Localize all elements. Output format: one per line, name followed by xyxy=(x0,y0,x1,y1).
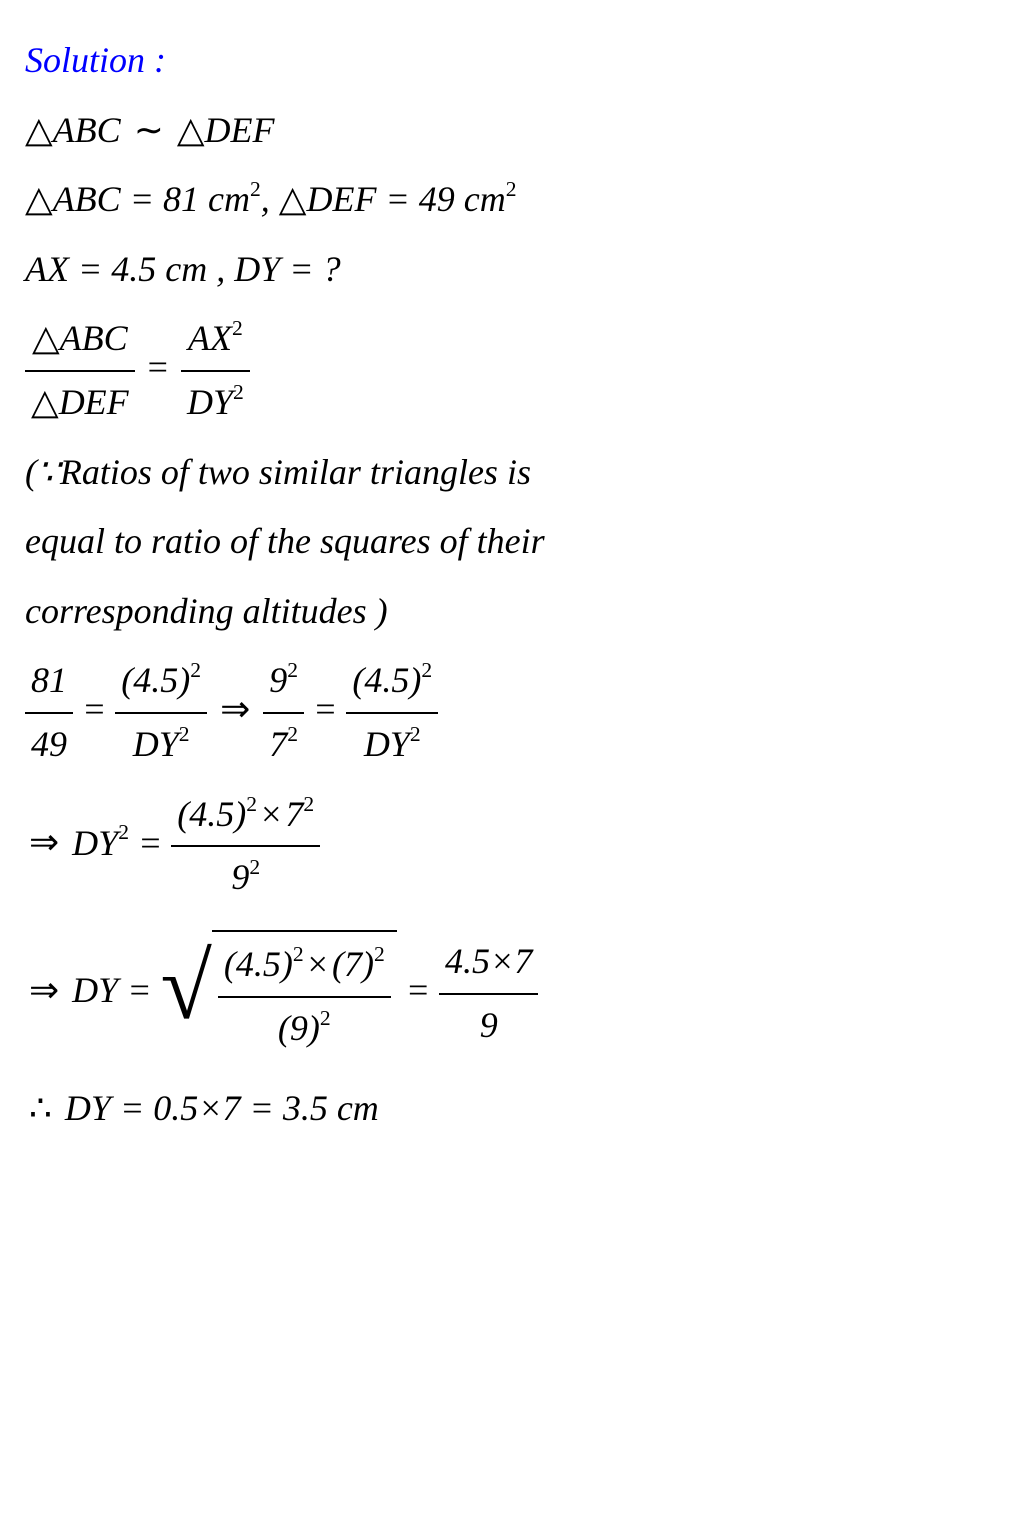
fraction-45sq-dysq-2: (4.5)2 DY2 xyxy=(346,652,438,773)
fraction-81-49: 81 49 xyxy=(25,652,73,773)
equals-49: = 49 xyxy=(376,179,463,219)
label-ax: AX xyxy=(25,249,69,289)
unit-cm: cm xyxy=(208,179,250,219)
superscript-2: 2 xyxy=(287,722,298,746)
equals-symbol: = xyxy=(144,347,172,387)
label-dy: DY xyxy=(72,822,118,862)
comma: , xyxy=(261,179,279,219)
label-ax: AX xyxy=(188,318,232,358)
base: 9 xyxy=(269,660,287,700)
unit-cm: cm xyxy=(464,179,506,219)
label-def: DEF xyxy=(306,179,376,219)
equals-result: = 0.5×7 = 3.5 xyxy=(111,1088,337,1128)
label-abc: ABC xyxy=(60,318,128,358)
similar-symbol: ∼ xyxy=(130,110,168,150)
equals-81: = 81 xyxy=(121,179,208,219)
superscript-2: 2 xyxy=(249,855,260,879)
superscript-2: 2 xyxy=(232,316,243,340)
label-def: DEF xyxy=(205,110,275,150)
triangle-symbol: △ xyxy=(25,179,53,219)
superscript-2: 2 xyxy=(421,658,432,682)
superscript-2: 2 xyxy=(179,722,190,746)
sqrt-symbol: √ xyxy=(161,913,212,1063)
base: (4.5) xyxy=(121,660,190,700)
label-abc: ABC xyxy=(53,179,121,219)
base: (4.5) xyxy=(352,660,421,700)
superscript-2: 2 xyxy=(190,658,201,682)
equals: = xyxy=(129,822,171,862)
times-symbol: × xyxy=(304,944,332,984)
equals: = xyxy=(73,689,115,729)
equals-question: = ? xyxy=(280,249,340,289)
denominator: 9 xyxy=(439,995,538,1055)
square-root: √ (4.5)2×(7)2 (9)2 xyxy=(161,919,397,1069)
superscript-2: 2 xyxy=(410,722,421,746)
label-dy: DY xyxy=(72,970,118,1010)
label-abc: ABC xyxy=(53,110,121,150)
base: DY xyxy=(133,724,179,764)
numerator: 4.5×7 xyxy=(439,933,538,995)
times-symbol: × xyxy=(257,794,285,834)
base: (7) xyxy=(332,944,374,984)
fraction-under-root: (4.5)2×(7)2 (9)2 xyxy=(218,936,391,1057)
math-line-areas: △ABC = 81 cm2, △DEF = 49 cm2 xyxy=(25,171,1009,229)
superscript-2: 2 xyxy=(287,658,298,682)
math-line-dy-sqrt: ⇒ DY = √ (4.5)2×(7)2 (9)2 = 4.5×7 9 xyxy=(25,919,1009,1069)
unit-cm: cm xyxy=(165,249,207,289)
fraction-result: 4.5×7 9 xyxy=(439,933,538,1054)
label-dy: DY xyxy=(187,382,233,422)
implies-arrow: ⇒ xyxy=(25,970,72,1010)
base: 7 xyxy=(285,794,303,834)
math-line-similarity: △ABC ∼ △DEF xyxy=(25,102,1009,160)
base: DY xyxy=(364,724,410,764)
superscript-2: 2 xyxy=(118,820,129,844)
math-line-dy-squared: ⇒ DY2 = (4.5)2×72 92 xyxy=(25,786,1009,907)
superscript-2: 2 xyxy=(303,792,314,816)
equals: = xyxy=(304,689,346,729)
unit-cm: cm xyxy=(337,1088,379,1128)
superscript-2: 2 xyxy=(233,380,244,404)
superscript-2: 2 xyxy=(293,942,304,966)
fraction-triangles: △ABC △DEF xyxy=(25,310,135,431)
implies-arrow: ⇒ xyxy=(207,689,263,729)
explanation-line-2: equal to ratio of the squares of their xyxy=(25,513,1009,571)
superscript-2: 2 xyxy=(250,177,261,201)
math-line-substitution: 81 49 = (4.5)2 DY2 ⇒ 92 72 = (4.5)2 DY2 xyxy=(25,652,1009,773)
base: (4.5) xyxy=(177,794,246,834)
denominator-49: 49 xyxy=(25,714,73,774)
fraction-9sq-7sq: 92 72 xyxy=(263,652,304,773)
base: (9) xyxy=(278,1008,320,1048)
triangle-symbol: △ xyxy=(32,318,60,358)
therefore-symbol: ∴ xyxy=(25,1088,65,1128)
triangle-symbol: △ xyxy=(25,110,53,150)
comma: , xyxy=(207,249,234,289)
superscript-2: 2 xyxy=(506,177,517,201)
superscript-2: 2 xyxy=(374,942,385,966)
fraction-ax-dy: AX2 DY2 xyxy=(181,310,250,431)
triangle-symbol: △ xyxy=(177,110,205,150)
triangle-symbol: △ xyxy=(31,382,59,422)
triangle-symbol: △ xyxy=(279,179,307,219)
math-line-given: AX = 4.5 cm , DY = ? xyxy=(25,241,1009,299)
fraction-product: (4.5)2×72 92 xyxy=(171,786,320,907)
superscript-2: 2 xyxy=(320,1006,331,1030)
label-dy: DY xyxy=(234,249,280,289)
numerator-81: 81 xyxy=(25,652,73,714)
base: 7 xyxy=(269,724,287,764)
equals-4-5: = 4.5 xyxy=(69,249,165,289)
math-line-conclusion: ∴ DY = 0.5×7 = 3.5 cm xyxy=(25,1080,1009,1138)
fraction-45sq-dysq: (4.5)2 DY2 xyxy=(115,652,207,773)
equals: = xyxy=(118,970,160,1010)
implies-arrow: ⇒ xyxy=(25,822,72,862)
base: 9 xyxy=(231,857,249,897)
solution-header: Solution : xyxy=(25,32,1009,90)
explanation-line-3: corresponding altitudes ) xyxy=(25,583,1009,641)
equals: = xyxy=(397,970,439,1010)
label-dy: DY xyxy=(65,1088,111,1128)
explanation-line-1: (∵Ratios of two similar triangles is xyxy=(25,444,1009,502)
label-def: DEF xyxy=(59,382,129,422)
math-line-ratio: △ABC △DEF = AX2 DY2 xyxy=(25,310,1009,431)
superscript-2: 2 xyxy=(246,792,257,816)
base: (4.5) xyxy=(224,944,293,984)
